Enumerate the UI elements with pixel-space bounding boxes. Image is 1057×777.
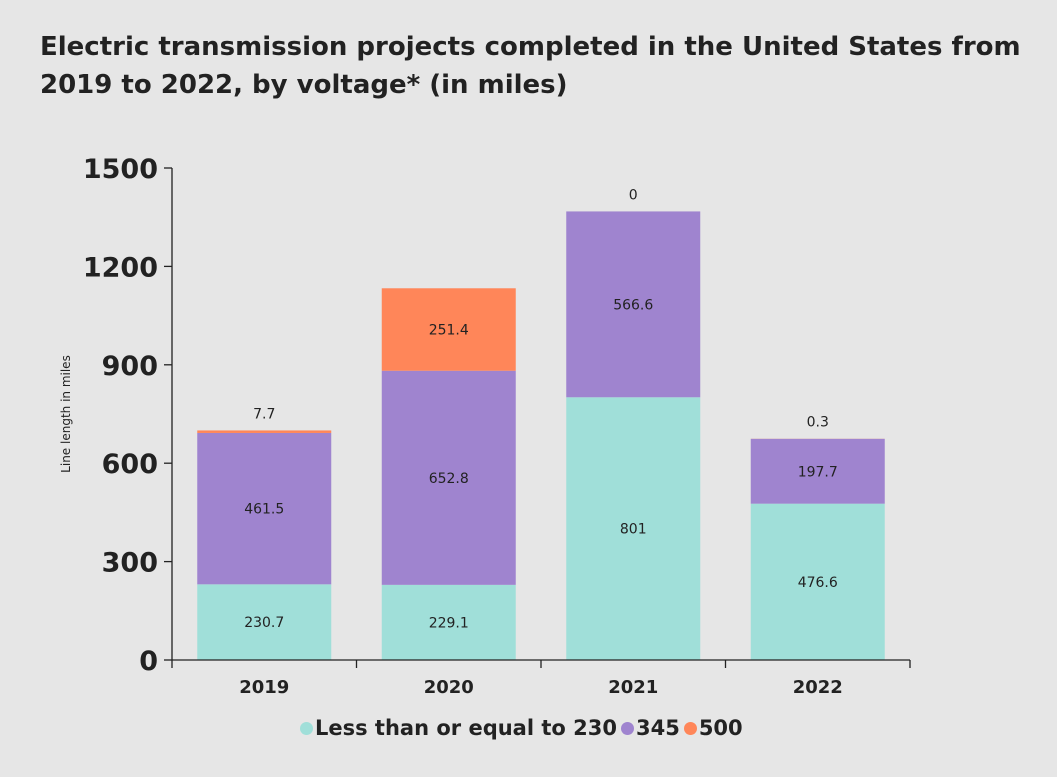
data-label-2021-series-2: 0 — [629, 187, 638, 203]
y-tick-label: 600 — [102, 449, 158, 480]
bar-2020-series-0 — [381, 584, 516, 660]
data-label-2019-series-1: 461.5 — [244, 502, 284, 518]
data-label-2022-series-2: 0.3 — [807, 415, 829, 431]
x-tick-label-2021: 2021 — [608, 677, 658, 698]
data-label-2020-series-2: 251.4 — [429, 323, 469, 339]
data-label-2020-series-1: 652.8 — [429, 471, 469, 487]
legend-item-345: 345 — [620, 716, 680, 740]
legend-item-le230: Less than or equal to 230 — [300, 716, 617, 740]
bar-2021-series-1 — [566, 211, 701, 398]
data-label-2022-series-0: 476.6 — [798, 575, 838, 591]
y-tick-label: 900 — [102, 351, 158, 382]
y-tick-label: 1500 — [83, 154, 158, 185]
data-label-2020-series-0: 229.1 — [429, 615, 469, 631]
x-tick-label-2020: 2020 — [424, 677, 474, 698]
legend: Less than or equal to 230 345 500 — [300, 716, 747, 740]
bar-2020-series-2 — [381, 288, 516, 371]
chart-title: Electric transmission projects completed… — [40, 32, 1021, 100]
bar-2022-series-1 — [750, 438, 885, 504]
y-tick-label: 1200 — [83, 252, 158, 283]
legend-label-500: 500 — [698, 716, 743, 740]
legend-swatch-le230 — [300, 721, 313, 735]
y-tick-label: 300 — [102, 548, 158, 579]
legend-label-le230: Less than or equal to 230 — [315, 716, 617, 740]
bar-2020-series-1 — [381, 370, 516, 585]
legend-item-500: 500 — [683, 716, 743, 740]
data-label-2021-series-0: 801 — [620, 522, 647, 538]
legend-label-345: 345 — [635, 716, 680, 740]
legend-swatch-500 — [683, 721, 697, 735]
legend-swatch-345 — [620, 721, 634, 735]
y-axis-label: Line length in miles — [59, 355, 73, 473]
data-label-2021-series-1: 566.6 — [613, 297, 653, 313]
data-label-2019-series-0: 230.7 — [244, 615, 284, 631]
x-tick-label-2022: 2022 — [793, 677, 843, 698]
bar-2019-series-0 — [197, 584, 332, 660]
bar-2022-series-0 — [750, 503, 885, 660]
y-tick-label: 0 — [139, 646, 158, 677]
bar-2021-series-0 — [566, 397, 701, 660]
bar-2019-series-1 — [197, 432, 332, 585]
data-label-2022-series-1: 197.7 — [798, 464, 838, 480]
bar-2019-series-2 — [197, 430, 332, 433]
data-label-2019-series-2: 7.7 — [253, 406, 275, 422]
x-tick-label-2019: 2019 — [239, 677, 289, 698]
